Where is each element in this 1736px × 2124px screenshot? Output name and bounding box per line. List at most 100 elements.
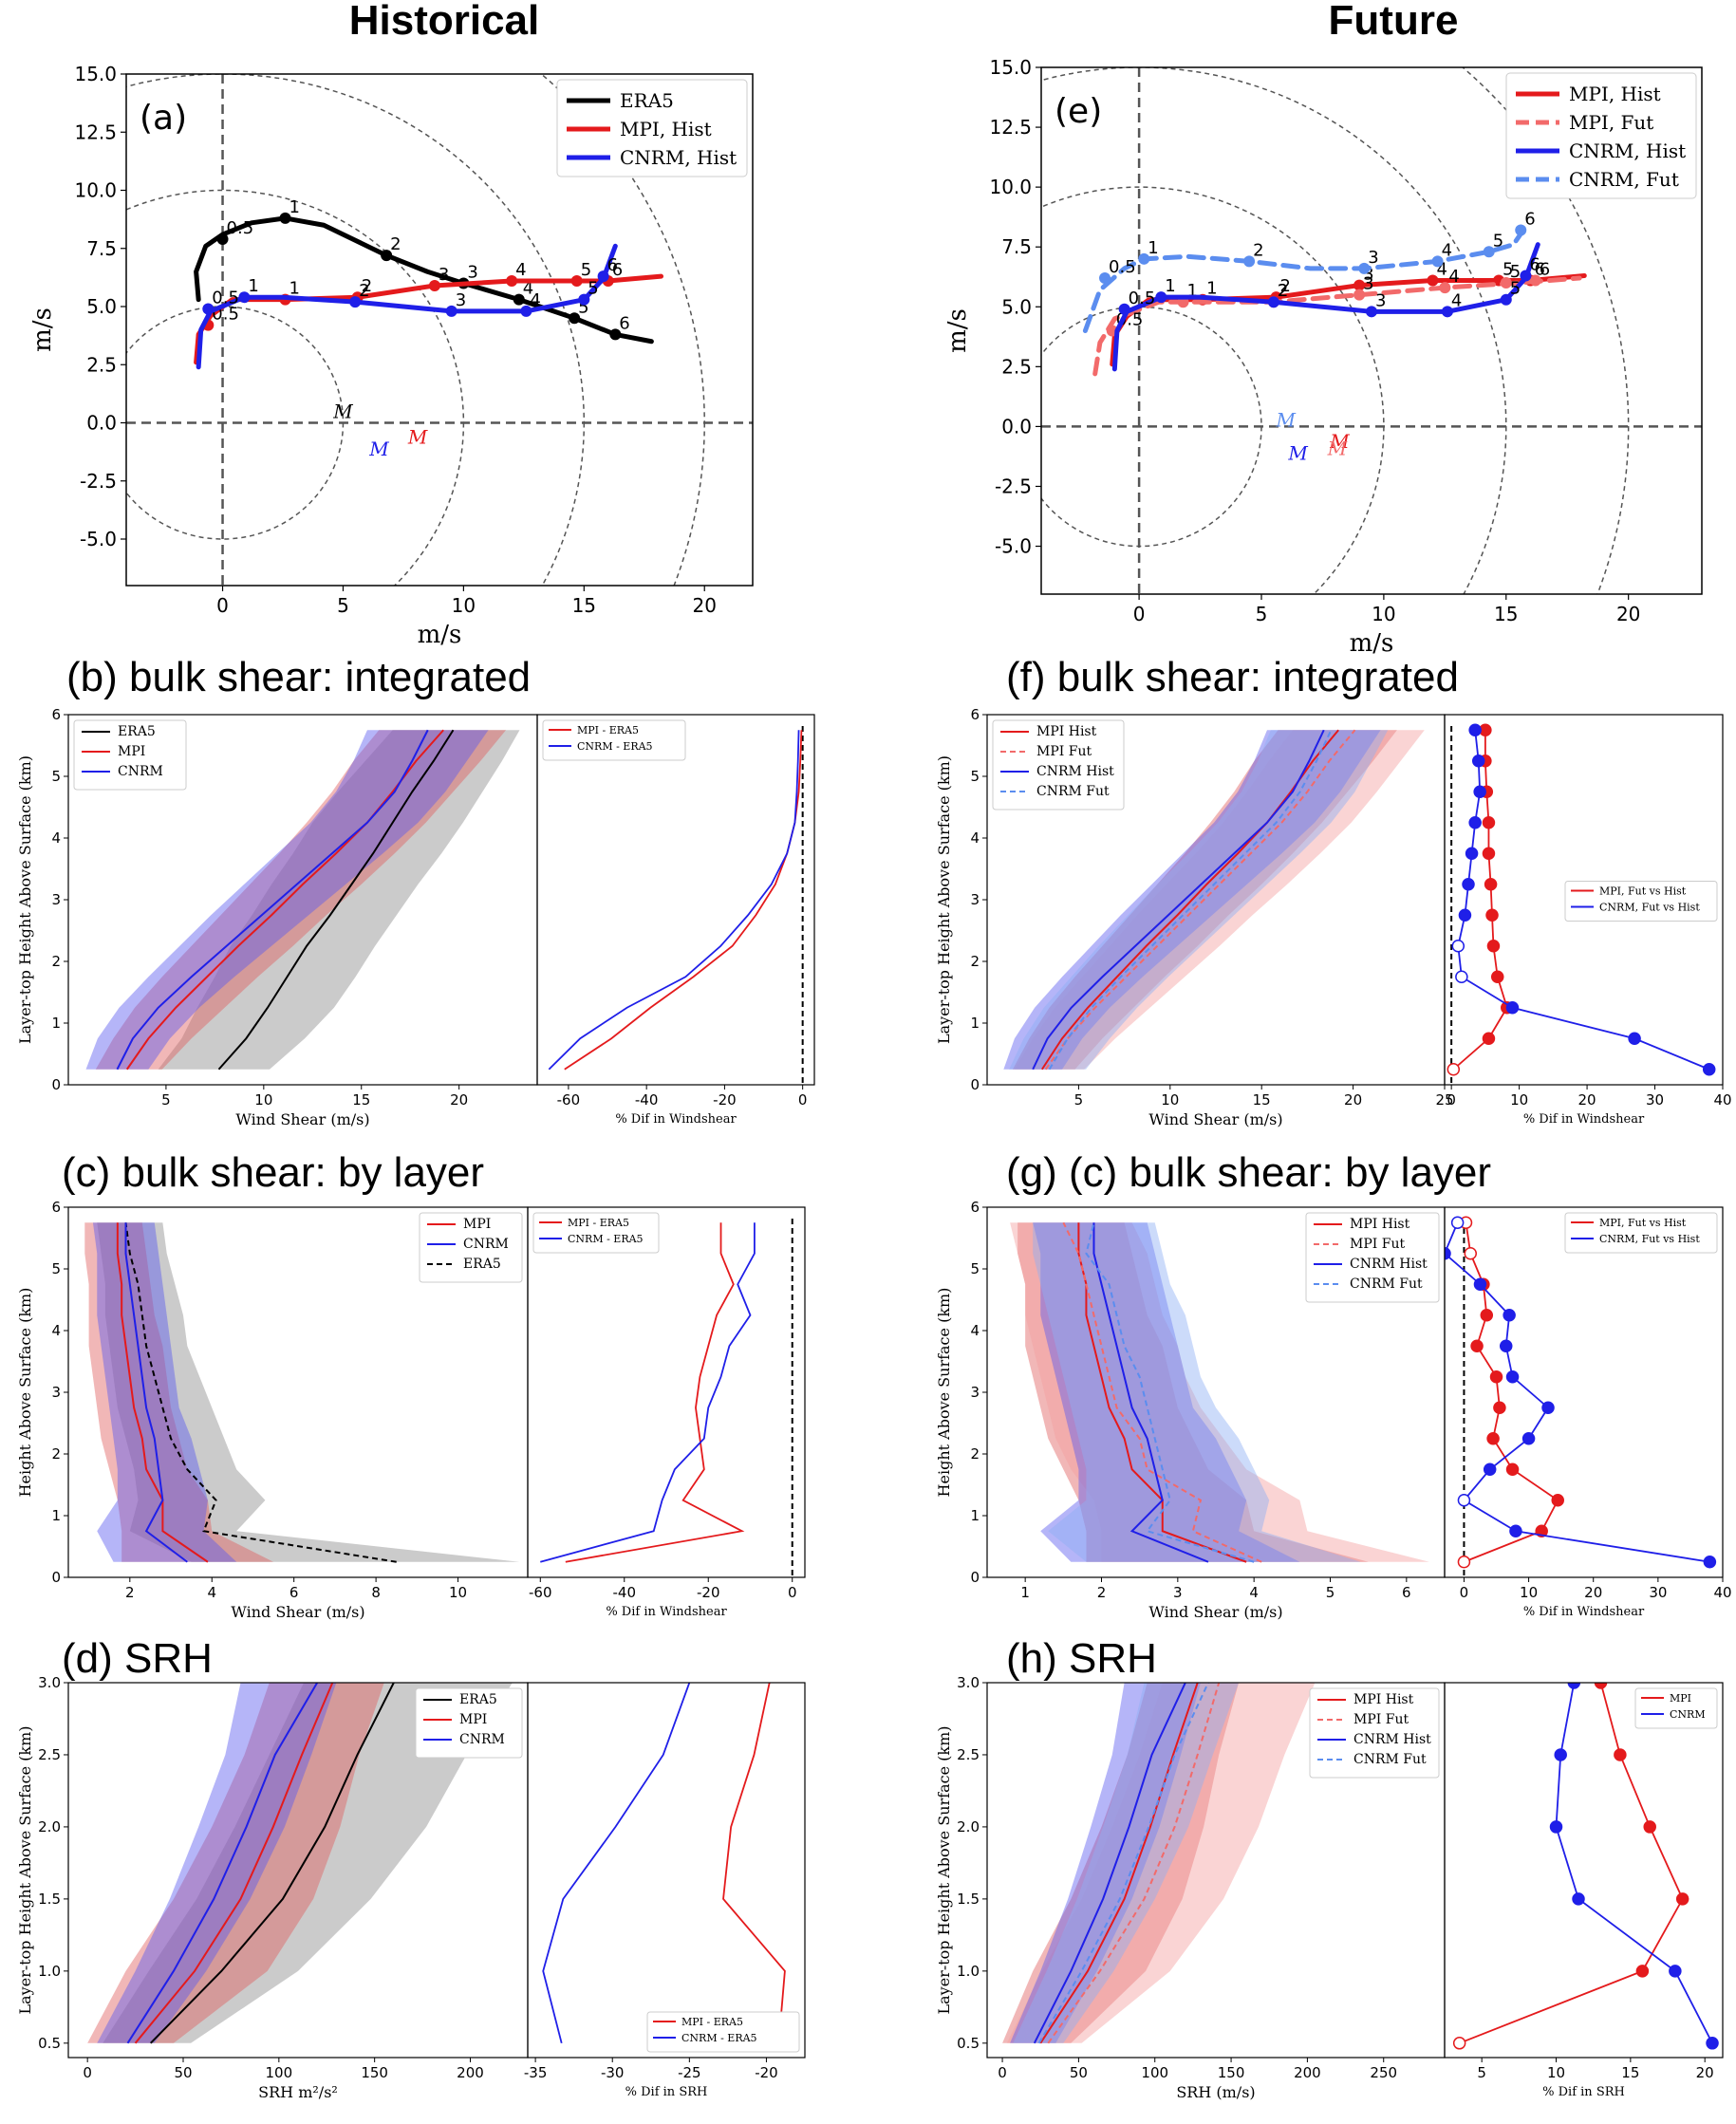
height-label: 3 [1375, 290, 1386, 310]
y-tick-label: 5 [970, 1260, 980, 1277]
significant-marker [1567, 1683, 1581, 1689]
x-tick-label: 250 [1370, 2064, 1397, 2081]
mean-line [1092, 1222, 1209, 1563]
significant-marker [1482, 847, 1496, 860]
y-tick-label: 1 [970, 1507, 980, 1524]
storm-motion-label: M [1287, 442, 1308, 465]
significant-marker [1499, 1339, 1513, 1352]
difference-line [542, 1683, 691, 2044]
mean-line [1039, 1683, 1199, 2044]
height-marker [1243, 255, 1256, 268]
x-tick-label: 20 [1584, 1584, 1602, 1601]
spread-band [1010, 1683, 1201, 2043]
legend-label: CNRM - ERA5 [568, 1233, 644, 1245]
height-marker [1353, 279, 1366, 291]
right-frame [1444, 1206, 1724, 1578]
legend-label: CNRM Fut [1350, 1276, 1423, 1292]
significant-marker [1485, 908, 1499, 922]
x-axis-label: % Dif in Windshear [1523, 1112, 1645, 1127]
height-marker [1118, 303, 1130, 315]
insignificant-marker [1452, 2037, 1466, 2050]
legend-label: MPI Fut [1350, 1237, 1405, 1252]
insignificant-marker [1455, 970, 1468, 983]
x-tick-label: -25 [678, 2064, 701, 2081]
storm-motion-label: M [368, 438, 389, 460]
spread-band [1033, 1222, 1361, 1562]
y-tick-label: 1 [51, 1015, 61, 1032]
legend-box [1564, 1212, 1718, 1254]
difference-line [722, 1683, 786, 2043]
height-label: 2 [362, 276, 372, 296]
mean-line [126, 1683, 319, 2044]
legend-label: CNRM Hist [1350, 1257, 1428, 1272]
storm-motion-label: M [332, 401, 353, 423]
legend-label: MPI [459, 1712, 487, 1727]
y-tick-label: 2.5 [86, 353, 117, 376]
height-label: 4 [530, 290, 540, 310]
y-tick-label: 0 [51, 1076, 61, 1093]
x-tick-label: 10 [1161, 1091, 1179, 1109]
height-label: 2 [1253, 240, 1263, 260]
x-tick-label: 5 [161, 1091, 171, 1109]
y-tick-label: 0.5 [38, 2035, 61, 2052]
significant-marker [1465, 847, 1479, 860]
left-plot-area [1002, 1683, 1316, 2044]
height-label: 1 [248, 276, 258, 296]
height-marker [570, 275, 583, 288]
significant-marker [1462, 878, 1475, 891]
x-tick-label: 200 [1294, 2064, 1321, 2081]
difference-line [564, 730, 803, 1071]
spread-band [87, 1683, 384, 2043]
significant-marker [1554, 1748, 1567, 1761]
significant-marker [1509, 1524, 1522, 1537]
x-tick-label: 2 [1097, 1584, 1107, 1601]
legend-label: MPI [1670, 1692, 1691, 1705]
height-marker [597, 270, 609, 283]
legend-box [646, 2011, 800, 2053]
significant-marker [1503, 1309, 1516, 1322]
y-tick-label: 4 [51, 829, 61, 847]
x-tick-label: 10 [1372, 603, 1395, 625]
panel-f-title: (f) bulk shear: integrated [1006, 654, 1459, 700]
height-label: 4 [1451, 290, 1462, 310]
legend-label: MPI, Fut vs Hist [1599, 885, 1687, 898]
x-tick-label: 0 [83, 2064, 92, 2081]
legend-label: CNRM [1670, 1708, 1706, 1721]
significant-marker [1541, 1401, 1555, 1414]
height-marker [1431, 255, 1444, 268]
panel-h-title: (h) SRH [1006, 1635, 1157, 1682]
spread-band [92, 1222, 237, 1562]
legend-label: MPI - ERA5 [568, 1217, 629, 1229]
significant-marker [1484, 878, 1498, 891]
legend-label: CNRM, Hist [620, 146, 737, 169]
legend-label: CNRM - ERA5 [681, 2032, 757, 2044]
x-tick-label: 4 [207, 1584, 216, 1601]
y-tick-label: 0.0 [86, 412, 117, 435]
insignificant-marker [1451, 940, 1465, 953]
mean-line [124, 1222, 188, 1563]
insignificant-marker [1447, 1063, 1461, 1076]
y-tick-label: 5 [51, 1260, 61, 1277]
height-label: 2 [1279, 276, 1290, 296]
height-marker [1515, 224, 1527, 236]
significant-marker [1486, 940, 1501, 953]
panel-b-bulk-shear-integrated: 5 10 15 20 0 1 2 3 4 5 6 Wind Shear (m/s) Layer-top … [16, 706, 815, 1128]
y-tick-label: 0.0 [1001, 415, 1032, 438]
mean-line [1032, 729, 1325, 1071]
x-tick-label: 200 [457, 2064, 484, 2081]
height-label: 2 [390, 234, 401, 254]
panel-h-srh: 0 50 100 150 200 250 0.5 1.0 1.5 2.0 2.5 3.0 SRH (m/… [935, 1674, 1724, 2101]
significant-marker [1471, 755, 1485, 768]
panel-c-title: (c) bulk shear: by layer [62, 1149, 484, 1196]
x-tick-label: 20 [450, 1091, 468, 1109]
height-label: 5 [1503, 260, 1513, 280]
height-label: 1 [1165, 276, 1175, 296]
y-tick-label: 2 [51, 1445, 61, 1463]
legend-label: MPI Fut [1036, 744, 1092, 759]
height-label: 0.5 [1109, 257, 1136, 277]
x-tick-label: 5 [1074, 1091, 1084, 1109]
significant-marker [1706, 2037, 1719, 2050]
significant-marker [1675, 1892, 1689, 1906]
